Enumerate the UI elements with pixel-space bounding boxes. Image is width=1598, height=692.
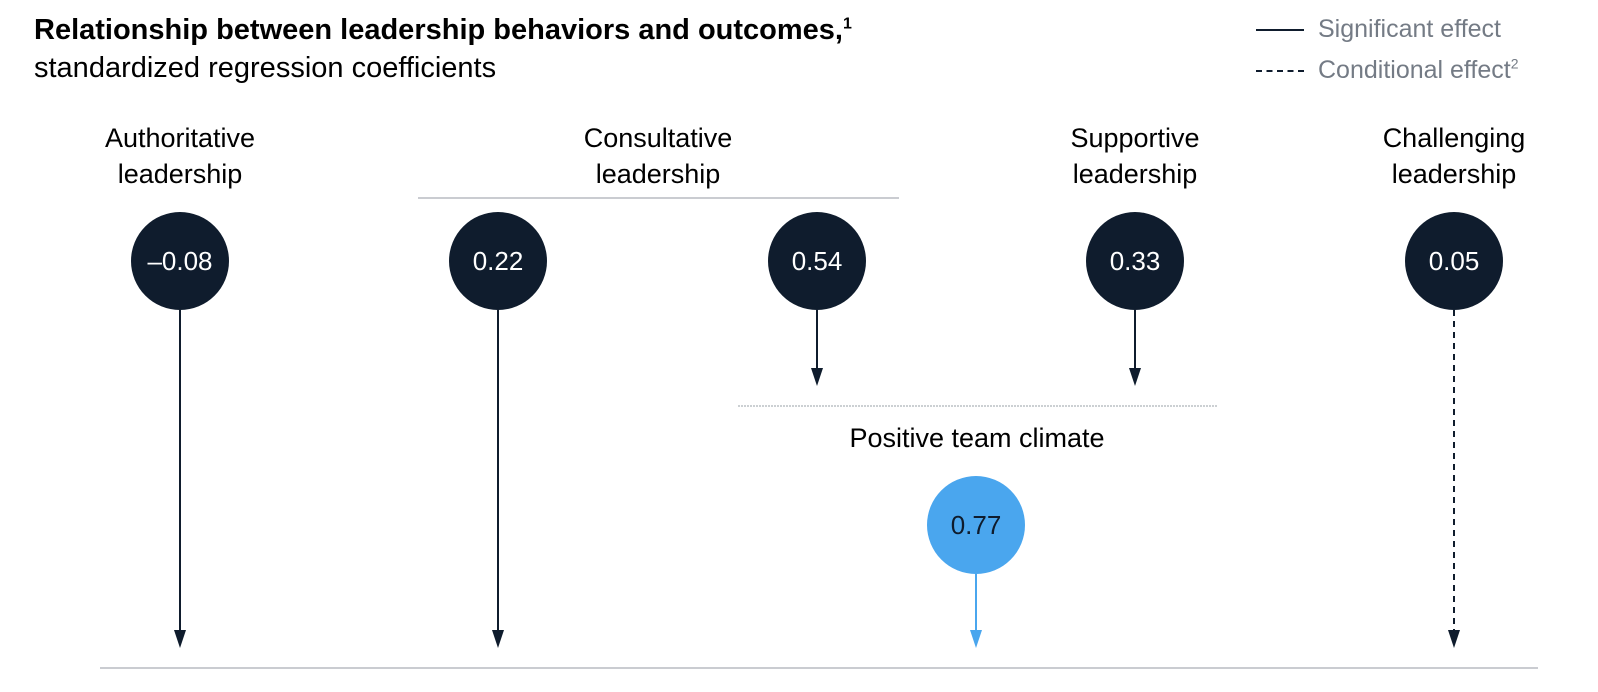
category-authoritative-line1: Authoritative xyxy=(104,123,256,153)
legend-solid-line-icon xyxy=(1256,29,1304,31)
legend-significant-label: Significant effect xyxy=(1318,15,1501,43)
legend-conditional-label: Conditional effect2 xyxy=(1318,55,1519,85)
category-supportive-line1: Supportive xyxy=(1070,123,1200,153)
supportive-arrowhead-icon xyxy=(1129,368,1141,386)
legend-conditional-footnote: 2 xyxy=(1510,55,1519,72)
category-challenging-line1: Challenging xyxy=(1382,123,1526,153)
chart-title: Relationship between leadership behavior… xyxy=(34,12,852,48)
coefficient-node-consultative-outcome: 0.22 xyxy=(449,212,547,310)
coefficient-node-supportive: 0.33 xyxy=(1086,212,1184,310)
category-supportive-line2: leadership xyxy=(1072,159,1198,189)
coefficient-node-authoritative: –0.08 xyxy=(131,212,229,310)
chart-subtitle: standardized regression coefficients xyxy=(34,52,497,84)
category-authoritative-line2: leadership xyxy=(117,159,243,189)
team-climate-arrowhead-icon xyxy=(970,630,982,648)
challenging-arrowhead-icon xyxy=(1448,630,1460,648)
category-consultative: Consultative leadership xyxy=(538,120,778,192)
chart-title-text: Relationship between leadership behavior… xyxy=(34,14,843,46)
coefficient-node-consultative-climate: 0.54 xyxy=(768,212,866,310)
legend-dashed-line-icon xyxy=(1256,70,1304,72)
mediator-label: Positive team climate xyxy=(849,423,1105,453)
authoritative-arrowhead-icon xyxy=(174,630,186,648)
coefficient-node-challenging: 0.05 xyxy=(1405,212,1503,310)
title-footnote: 1 xyxy=(842,15,852,33)
consultative-outcome-arrowhead-icon xyxy=(492,630,504,648)
coefficient-node-team-climate: 0.77 xyxy=(927,476,1025,574)
consultative-climate-arrowhead-icon xyxy=(811,368,823,386)
category-supportive: Supportive leadership xyxy=(1015,120,1255,192)
category-consultative-line2: leadership xyxy=(595,159,721,189)
category-challenging: Challenging leadership xyxy=(1334,120,1574,192)
category-consultative-line1: Consultative xyxy=(583,123,733,153)
category-authoritative: Authoritative leadership xyxy=(60,120,300,192)
legend-conditional-text: Conditional effect xyxy=(1318,56,1511,84)
category-challenging-line2: leadership xyxy=(1391,159,1517,189)
